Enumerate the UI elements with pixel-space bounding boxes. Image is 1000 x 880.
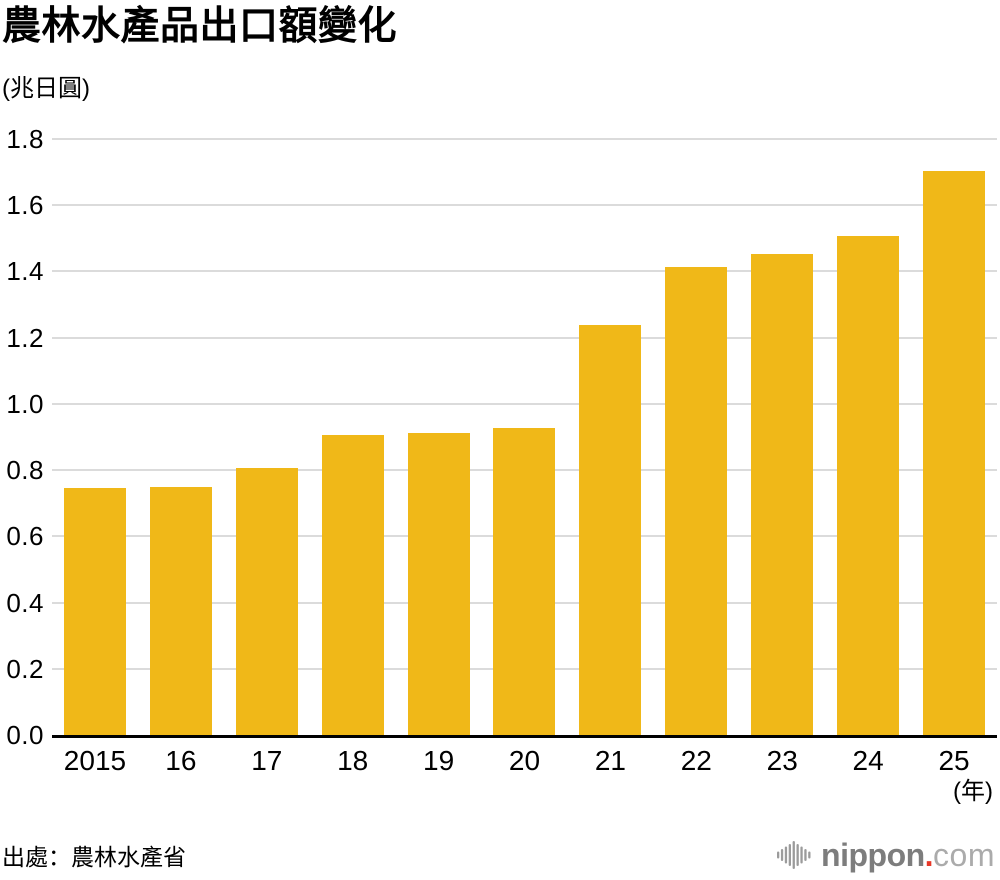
- bar-slot: [567, 139, 653, 735]
- nippon-logo: nippon. com: [777, 838, 995, 872]
- bar: [579, 325, 642, 735]
- logo-text-secondary: com: [933, 837, 995, 873]
- logo-dot: .: [924, 837, 934, 873]
- gridline: [52, 204, 997, 207]
- y-axis-tick-label: 0.8: [6, 455, 44, 486]
- bar-slot: [138, 139, 224, 735]
- x-axis-tick-label: 18: [337, 745, 369, 776]
- logo-text-primary: nippon: [821, 837, 925, 873]
- x-axis-tick-label: 2015: [63, 745, 127, 776]
- bar-slot: [310, 139, 396, 735]
- bar-slot: [52, 139, 138, 735]
- gridline: [52, 270, 997, 273]
- y-axis-tick-label: 1.0: [6, 388, 44, 419]
- soundwave-icon: [777, 841, 811, 869]
- y-axis-tick-label: 1.8: [6, 124, 44, 154]
- x-axis-tick-label: 23: [766, 745, 798, 776]
- plot-area: 0.0 0.2 0.4 0.6 0.8 1.0 1.2 1.4 1.6 1.8: [6, 126, 997, 748]
- bar-slot: [911, 139, 997, 735]
- y-axis-tick-label: 0.2: [6, 653, 44, 684]
- x-axis-tick-label: 16: [165, 745, 197, 776]
- bar: [235, 467, 298, 735]
- bar-slot: [825, 139, 911, 735]
- y-axis-tick-label: 0.6: [6, 521, 44, 552]
- bar-slot: [482, 139, 568, 735]
- source-text: 出處：農林水產省: [2, 844, 186, 870]
- bar-series: [52, 139, 997, 735]
- x-axis-tick-label: 21: [594, 745, 626, 776]
- x-axis-tick-label: 24: [852, 745, 884, 776]
- x-axis-unit-label: (年): [953, 778, 993, 805]
- bar-slot: [396, 139, 482, 735]
- bar: [407, 433, 470, 735]
- bar: [751, 253, 814, 735]
- y-axis-tick-label: 0.0: [6, 720, 44, 750]
- bar-slot: [653, 139, 739, 735]
- bar-slot: [739, 139, 825, 735]
- bar: [665, 266, 728, 735]
- y-axis-tick-label: 1.4: [6, 256, 44, 287]
- bar: [837, 236, 900, 735]
- chart-title: 農林水產品出口額變化: [2, 5, 398, 48]
- bar: [149, 486, 212, 735]
- x-axis-tick-label: 22: [680, 745, 712, 776]
- bar-slot: [224, 139, 310, 735]
- bar: [923, 170, 986, 735]
- x-axis-tick-label: 25: [938, 745, 970, 776]
- y-axis-tick-label: 1.2: [6, 322, 44, 353]
- gridline: [52, 402, 997, 405]
- x-axis-tick-label: 17: [251, 745, 283, 776]
- y-axis-unit-label: (兆日圓): [2, 75, 90, 102]
- x-axis-tick-label: 20: [508, 745, 541, 776]
- y-axis-tick-label: 1.6: [6, 190, 44, 221]
- gridline: [52, 138, 997, 140]
- bar: [63, 488, 126, 735]
- bar: [321, 435, 384, 735]
- bar: [493, 428, 556, 735]
- x-axis-tick-label: 19: [423, 745, 455, 776]
- x-axis-labels: 2015 16 17 18 19 20 21 22 23 24 25: [52, 747, 997, 775]
- gridline: [52, 336, 997, 339]
- y-axis-tick-label: 0.4: [6, 587, 44, 618]
